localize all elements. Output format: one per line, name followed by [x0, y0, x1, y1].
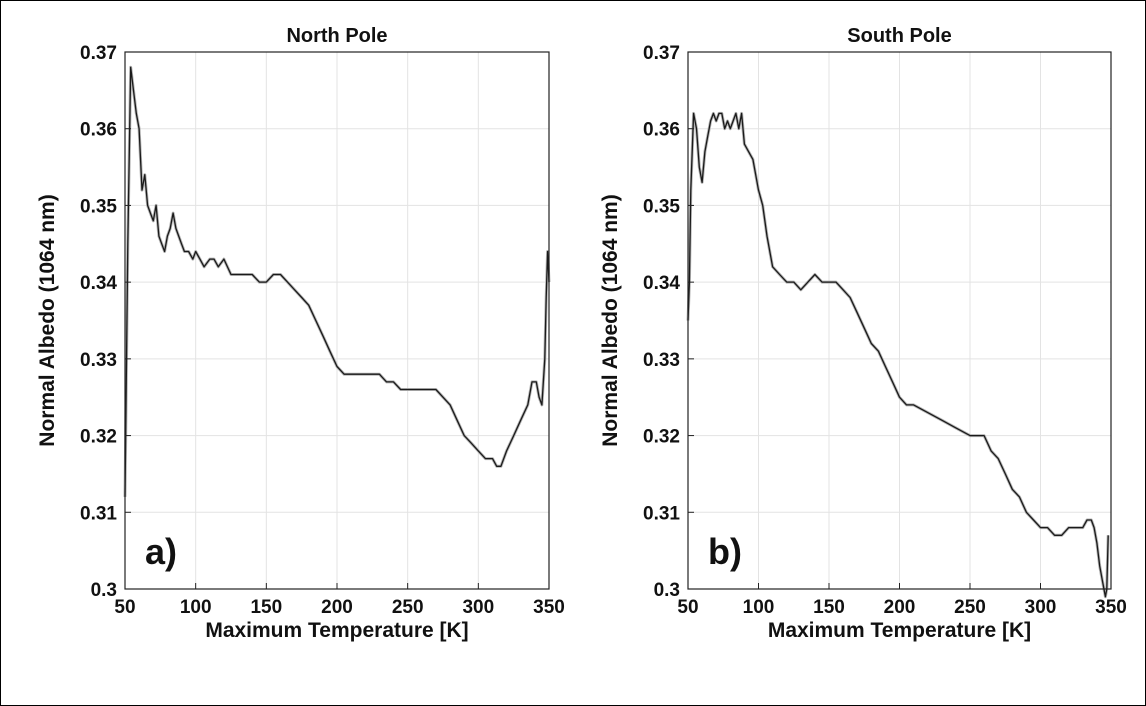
chart-title: South Pole [847, 25, 951, 47]
y-tick-label: 0.33 [80, 350, 117, 371]
x-axis-label: Maximum Temperature [K] [768, 619, 1031, 642]
south-pole-panel: 50 100 150 200 250 300 350 0.3 0.31 0.32 0.33 0.34 0… [599, 25, 1127, 642]
x-tick-label: 150 [250, 597, 282, 618]
x-tick-label: 150 [813, 597, 845, 618]
chart-title: North Pole [286, 25, 387, 47]
y-tick-label: 0.34 [80, 273, 117, 294]
x-tick-label: 300 [462, 597, 494, 618]
y-tick-label: 0.33 [643, 350, 680, 371]
y-tick-label: 0.32 [643, 427, 680, 448]
y-tick-label: 0.31 [643, 503, 680, 524]
x-tick-label: 300 [1025, 597, 1057, 618]
y-tick-label: 0.3 [91, 580, 117, 601]
north-pole-panel: 50 100 150 200 250 300 350 0.3 0.31 0.32 0.33 0.34 0… [36, 25, 565, 642]
data-line [124, 66, 550, 497]
x-tick-label: 350 [1095, 597, 1127, 618]
x-tick-label: 50 [677, 597, 698, 618]
y-axis-label: Normal Albedo (1064 nm) [599, 194, 622, 446]
y-tick-label: 0.35 [643, 196, 680, 217]
x-tick-label: 100 [180, 597, 212, 618]
panel-label: a) [145, 531, 177, 572]
y-tick-label: 0.3 [654, 580, 680, 601]
x-tick-label: 350 [533, 597, 565, 618]
y-tick-label: 0.35 [80, 196, 117, 217]
x-tick-label: 50 [114, 597, 135, 618]
x-tick-label: 100 [743, 597, 775, 618]
y-tick-label: 0.36 [80, 120, 117, 141]
y-tick-label: 0.32 [80, 427, 117, 448]
data-line [687, 112, 1109, 598]
x-tick-label: 200 [884, 597, 916, 618]
x-axis-label: Maximum Temperature [K] [205, 619, 468, 642]
y-tick-label: 0.31 [80, 503, 117, 524]
y-tick-label: 0.36 [643, 120, 680, 141]
x-tick-label: 250 [392, 597, 424, 618]
x-tick-label: 250 [954, 597, 986, 618]
x-tick-label: 200 [321, 597, 353, 618]
y-tick-label: 0.37 [643, 43, 680, 64]
y-axis-label: Normal Albedo (1064 nm) [36, 194, 59, 446]
panel-label: b) [708, 531, 742, 572]
y-tick-label: 0.34 [643, 273, 680, 294]
y-tick-label: 0.37 [80, 43, 117, 64]
